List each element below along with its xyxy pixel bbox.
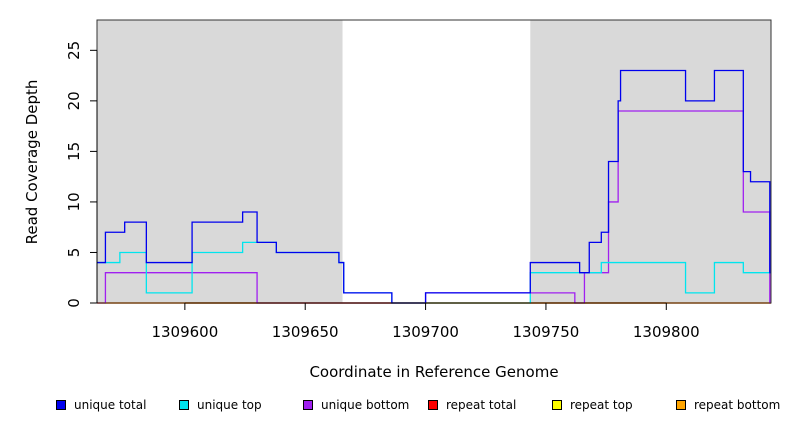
- x-tick-label: 1309600: [151, 323, 218, 341]
- y-axis: 0 5 10 15 20 25: [65, 41, 98, 308]
- y-tick-label: 20: [65, 91, 83, 110]
- x-tick-label: 1309700: [392, 323, 459, 341]
- legend-swatch: [676, 400, 686, 410]
- shaded-region-2: [530, 20, 771, 303]
- legend-item-unique-top: unique top: [179, 398, 262, 412]
- legend-item-unique-total: unique total: [56, 398, 146, 412]
- legend-item-repeat-bottom: repeat bottom: [676, 398, 780, 412]
- y-tick-label: 25: [65, 41, 83, 60]
- x-tick-label: 1309750: [513, 323, 580, 341]
- legend-label: repeat bottom: [694, 398, 781, 412]
- y-tick-label: 15: [65, 142, 83, 161]
- x-tick-label: 1309800: [633, 323, 700, 341]
- legend-item-repeat-total: repeat total: [428, 398, 516, 412]
- legend-label: unique bottom: [321, 398, 410, 412]
- legend-swatch: [303, 400, 313, 410]
- unique-total-line: [97, 69, 771, 304]
- legend-swatch: [56, 400, 66, 410]
- y-tick-label: 10: [65, 192, 83, 211]
- coverage-chart: 1309600 1309650 1309700 1309750 1309800 0 5 10…: [23, 19, 772, 381]
- x-tick-label: 1309650: [272, 323, 339, 341]
- legend-swatch: [179, 400, 189, 410]
- y-axis-title: Read Coverage Depth: [23, 80, 41, 245]
- y-tick-label: 0: [65, 298, 83, 308]
- legend-item-repeat-top: repeat top: [552, 398, 633, 412]
- legend-item-unique-bottom: unique bottom: [303, 398, 409, 412]
- legend-label: unique top: [197, 398, 262, 412]
- legend-label: unique total: [74, 398, 147, 412]
- x-axis-title: Coordinate in Reference Genome: [309, 363, 558, 381]
- x-axis: 1309600 1309650 1309700 1309750 1309800: [151, 302, 700, 341]
- legend-label: repeat total: [446, 398, 517, 412]
- shaded-regions: [97, 20, 771, 303]
- legend: unique total unique top unique bottom repea…: [0, 398, 792, 420]
- legend-label: repeat top: [570, 398, 633, 412]
- shaded-region-1: [97, 20, 343, 303]
- legend-swatch: [428, 400, 438, 410]
- legend-swatch: [552, 400, 562, 410]
- y-tick-label: 5: [65, 248, 83, 258]
